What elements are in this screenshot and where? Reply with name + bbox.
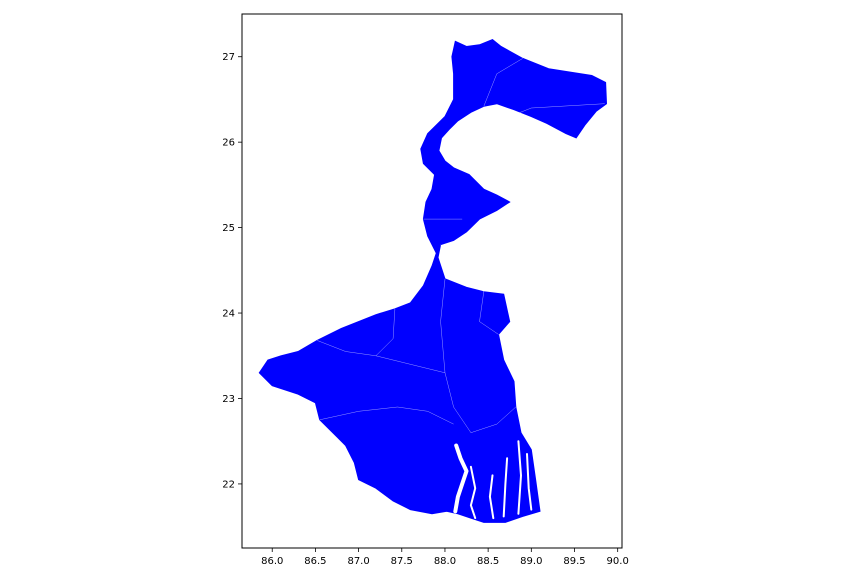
x-tick-label: 88.0 <box>434 556 456 567</box>
y-tick-label: 24 <box>222 309 235 320</box>
river-channel <box>488 474 495 520</box>
river-channel <box>453 443 469 514</box>
y-axis: 22 23 24 25 26 27 <box>222 52 242 490</box>
district-boundary <box>483 58 523 107</box>
y-tick-label: 27 <box>222 52 235 63</box>
district-boundary <box>479 291 499 335</box>
river-channel <box>502 457 509 518</box>
plot-frame <box>241 13 623 549</box>
y-tick-label: 23 <box>222 394 235 405</box>
x-tick-label: 86.5 <box>304 556 326 567</box>
map-layer <box>258 39 608 523</box>
x-tick-label: 87.5 <box>391 556 413 567</box>
district-boundary <box>440 278 472 433</box>
y-tick-label: 26 <box>222 138 235 149</box>
district-boundary <box>451 103 605 134</box>
y-tick-label: 22 <box>222 479 235 490</box>
district-boundary <box>470 406 516 433</box>
x-tick-label: 88.5 <box>477 556 499 567</box>
district-boundary <box>319 406 454 425</box>
x-tick-label: 86.0 <box>261 556 283 567</box>
district-boundary <box>375 308 396 356</box>
region-shape <box>258 39 608 523</box>
x-tick-label: 87.0 <box>347 556 369 567</box>
x-tick-label: 89.5 <box>563 556 585 567</box>
x-tick-label: 90.0 <box>607 556 629 567</box>
river-channel <box>526 453 533 511</box>
river-channel <box>517 440 522 515</box>
district-boundary <box>440 244 484 292</box>
y-tick-label: 25 <box>222 223 235 234</box>
x-tick-label: 89.0 <box>520 556 542 567</box>
x-axis: 86.0 86.5 87.0 87.5 88.0 88.5 89.0 89.5 90.0 <box>261 548 629 567</box>
river-channel <box>469 465 477 520</box>
